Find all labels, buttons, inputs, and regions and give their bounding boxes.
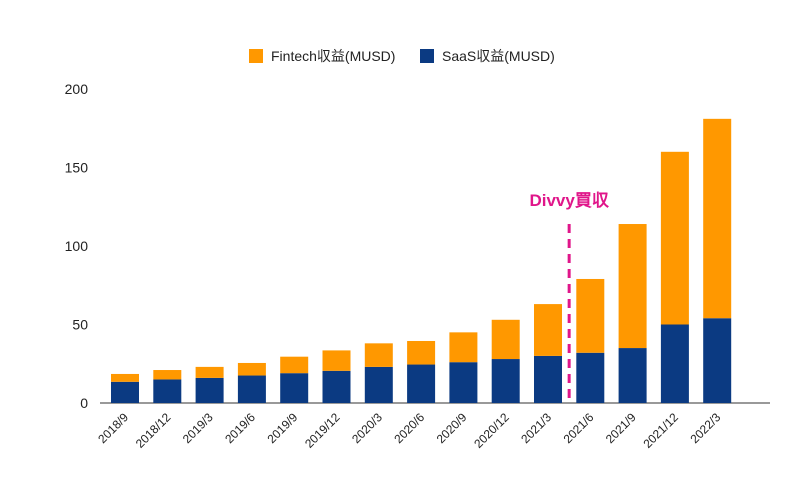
x-tick-label: 2022/3 [687, 410, 723, 446]
x-tick-label: 2018/9 [95, 410, 131, 446]
x-tick-label: 2019/9 [264, 410, 300, 446]
bar-saas [449, 362, 478, 403]
x-tick-label: 2019/12 [302, 410, 343, 451]
bar-fintech [195, 366, 224, 378]
x-tick-label: 2021/9 [603, 410, 639, 446]
bar-saas [491, 359, 520, 403]
x-tick-label: 2021/6 [561, 410, 597, 446]
x-tick-label: 2020/3 [349, 410, 385, 446]
bar-saas [364, 366, 393, 403]
bar-saas [280, 373, 309, 403]
bar-saas [618, 348, 647, 403]
bar-fintech [237, 362, 266, 376]
legend-label: Fintech収益(MUSD) [271, 48, 395, 64]
x-tick-label: 2018/12 [133, 410, 174, 451]
x-tick-label: 2019/3 [180, 410, 216, 446]
bar-fintech [534, 304, 562, 356]
y-tick-label: 100 [65, 238, 89, 254]
bar-saas [322, 370, 351, 403]
y-tick-label: 150 [65, 160, 89, 176]
bar-fintech [449, 332, 478, 363]
bar-fintech [364, 343, 393, 367]
bar-fintech [153, 370, 182, 380]
bar-fintech [618, 224, 647, 349]
y-tick-label: 200 [65, 81, 89, 97]
bar-fintech [703, 118, 732, 319]
bar-fintech [322, 350, 351, 371]
bar-saas [703, 318, 732, 403]
x-tick-label: 2020/9 [434, 410, 470, 446]
bar-fintech [407, 340, 436, 365]
bar-saas [237, 375, 266, 403]
bar-saas [576, 352, 605, 403]
bar-saas [195, 377, 224, 403]
bar-fintech [111, 373, 139, 382]
bar-fintech [660, 151, 689, 325]
legend-swatch [420, 49, 434, 63]
y-tick-label: 50 [72, 317, 88, 333]
x-tick-label: 2020/12 [471, 410, 512, 451]
bar-fintech [280, 356, 309, 374]
y-tick-label: 0 [80, 395, 88, 411]
bar-saas [534, 355, 562, 403]
bar-fintech [491, 319, 520, 360]
x-tick-label: 2020/6 [391, 410, 427, 446]
bar-saas [153, 379, 182, 403]
bar-fintech [576, 278, 605, 353]
x-tick-label: 2021/12 [640, 410, 681, 451]
x-tick-label: 2019/6 [222, 410, 258, 446]
legend-label: SaaS収益(MUSD) [442, 48, 555, 64]
annotation-label: Divvy買収 [529, 191, 609, 210]
bar-saas [407, 364, 436, 403]
bar-saas [660, 324, 689, 403]
legend-swatch [249, 49, 263, 63]
x-tick-label: 2021/3 [518, 410, 554, 446]
bar-saas [111, 381, 139, 403]
